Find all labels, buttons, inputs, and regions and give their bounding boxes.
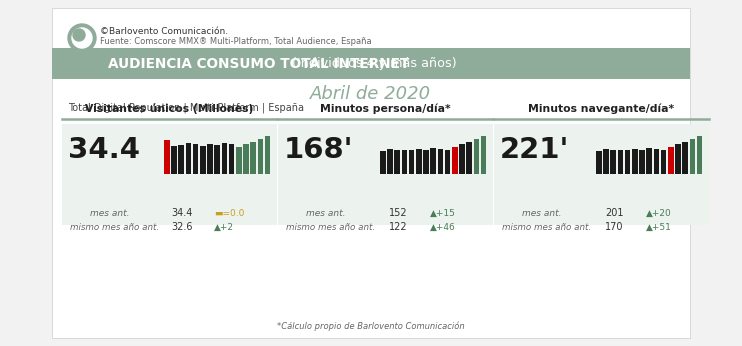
Bar	[207, 144, 213, 174]
Bar	[178, 145, 184, 174]
Bar	[236, 147, 241, 174]
Bar	[646, 148, 652, 174]
Text: mismo mes año ant.: mismo mes año ant.	[70, 222, 159, 231]
Bar	[617, 149, 623, 174]
Bar	[62, 124, 277, 225]
Bar	[625, 150, 630, 174]
Bar	[473, 139, 479, 174]
Bar	[250, 142, 256, 174]
Text: ©Barlovento Comunicación.: ©Barlovento Comunicación.	[100, 27, 228, 36]
Bar	[494, 124, 709, 225]
Text: 170: 170	[605, 222, 623, 232]
Text: Fuente: Comscore MMX® Multi-Platform, Total Audience, España: Fuente: Comscore MMX® Multi-Platform, To…	[100, 37, 372, 46]
Bar	[452, 147, 458, 174]
Circle shape	[72, 28, 92, 48]
Text: ▲+46: ▲+46	[430, 222, 456, 231]
Bar	[603, 149, 608, 174]
Bar	[200, 146, 206, 174]
Bar	[632, 149, 637, 174]
Bar	[380, 151, 386, 174]
Text: *Cálculo propio de Barlovento Comunicación: *Cálculo propio de Barlovento Comunicaci…	[278, 321, 464, 331]
Bar	[164, 140, 169, 174]
Bar	[229, 144, 234, 174]
Bar	[444, 150, 450, 174]
Bar	[416, 149, 421, 174]
Text: ▲+51: ▲+51	[646, 222, 672, 231]
Bar	[186, 143, 191, 174]
Bar	[596, 151, 602, 174]
Bar	[171, 146, 177, 174]
Bar	[430, 148, 436, 174]
Text: ▲+2: ▲+2	[214, 222, 234, 231]
Text: 122: 122	[389, 222, 407, 232]
Circle shape	[73, 29, 85, 41]
Bar	[243, 144, 249, 174]
Bar	[683, 142, 688, 174]
Text: AUDIENCIA CONSUMO TOTAL INTERNET: AUDIENCIA CONSUMO TOTAL INTERNET	[108, 57, 410, 71]
Bar	[265, 136, 270, 174]
Text: mes ant.: mes ant.	[306, 209, 346, 218]
Text: ▲+20: ▲+20	[646, 209, 672, 218]
Text: 34.4: 34.4	[68, 136, 140, 164]
Text: Visitantes únicos (Millones): Visitantes únicos (Millones)	[85, 103, 254, 114]
Bar	[481, 136, 486, 174]
Bar	[423, 151, 429, 174]
Bar	[214, 145, 220, 174]
Text: Minutos navegante/día*: Minutos navegante/día*	[528, 103, 674, 114]
Bar	[409, 150, 414, 174]
Bar	[52, 8, 690, 338]
Text: Abril de 2020: Abril de 2020	[310, 85, 432, 103]
Bar	[467, 142, 472, 174]
Bar	[697, 136, 702, 174]
Bar	[639, 151, 645, 174]
Text: mes ant.: mes ant.	[522, 209, 562, 218]
Text: ▲+15: ▲+15	[430, 209, 456, 218]
Text: (Individuos 4 y más años): (Individuos 4 y más años)	[288, 57, 456, 71]
Text: 34.4: 34.4	[171, 208, 193, 218]
Text: Total Digital Population | Multi-Platform | España: Total Digital Population | Multi-Platfor…	[68, 103, 304, 113]
Text: mismo mes año ant.: mismo mes año ant.	[502, 222, 591, 231]
Text: 32.6: 32.6	[171, 222, 193, 232]
Bar	[438, 149, 443, 174]
Text: 201: 201	[605, 208, 623, 218]
Bar	[675, 144, 680, 174]
Bar	[668, 147, 674, 174]
Bar	[395, 151, 400, 174]
Bar	[222, 143, 227, 174]
Text: mes ant.: mes ant.	[90, 209, 130, 218]
Bar	[387, 149, 393, 174]
Bar	[654, 149, 659, 174]
Text: 152: 152	[389, 208, 407, 218]
Bar	[459, 144, 464, 174]
Bar	[257, 139, 263, 174]
Circle shape	[68, 24, 96, 52]
Text: 221': 221'	[500, 136, 569, 164]
Bar	[52, 48, 690, 79]
Text: 168': 168'	[284, 136, 353, 164]
Text: mismo mes año ant.: mismo mes año ant.	[286, 222, 375, 231]
Bar	[611, 151, 616, 174]
Bar	[278, 124, 493, 225]
Bar	[661, 150, 666, 174]
Bar	[401, 149, 407, 174]
Bar	[193, 144, 198, 174]
Text: Minutos persona/día*: Minutos persona/día*	[321, 103, 451, 114]
Text: ▬=0.0: ▬=0.0	[214, 209, 244, 218]
Bar	[689, 139, 695, 174]
